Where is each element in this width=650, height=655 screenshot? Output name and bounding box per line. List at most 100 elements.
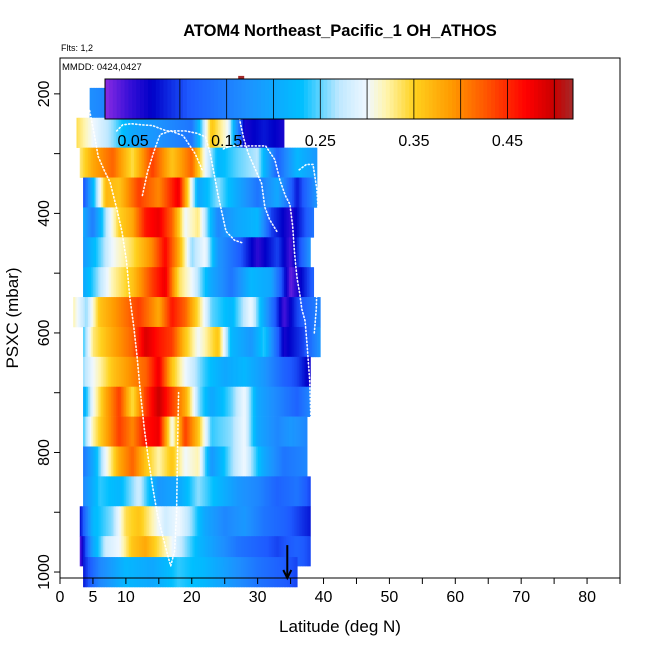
heatmap-cell [109,446,112,477]
heatmap-cell [214,386,217,417]
heatmap-cell [260,386,263,417]
heatmap-cell [122,557,125,588]
heatmap-cell [144,536,147,567]
heatmap-cell [260,326,263,358]
heatmap-cell [160,506,163,537]
heatmap-cell [180,536,183,567]
heatmap-cell [167,506,170,537]
heatmap-cell [101,237,104,268]
heatmap-cell [302,446,305,477]
heatmap-cell [168,326,171,358]
heatmap-cell [208,386,211,417]
heatmap-cell [119,416,122,447]
heatmap-cell [262,416,265,447]
heatmap-cell [88,476,91,507]
heatmap-cell [203,207,206,238]
heatmap-cell [214,356,217,388]
heatmap-cell [302,267,305,298]
heatmap-cell [106,237,109,268]
heatmap-cell [267,536,270,567]
heatmap-cell [89,476,92,507]
heatmap-cell [132,297,135,328]
heatmap-cell [200,207,203,238]
heatmap-cell [188,237,191,268]
heatmap-cell [308,356,311,388]
heatmap-cell [78,297,81,328]
heatmap-cell [247,446,250,477]
heatmap-cell [193,297,196,328]
heatmap-cell [195,147,198,178]
heatmap-cell [242,237,245,268]
heatmap-cell [186,506,189,537]
heatmap-cell [221,117,224,148]
heatmap-cell [92,557,95,588]
heatmap-cell [130,326,133,358]
heatmap-cell [246,446,249,477]
heatmap-cell [84,117,87,148]
heatmap-cell [111,356,114,388]
colorbar-segment [218,79,223,119]
heatmap-cell [101,326,104,358]
heatmap-cell [139,117,142,148]
heatmap-cell [203,267,206,298]
heatmap-cell [101,117,104,148]
heatmap-cell [102,476,105,507]
heatmap-cell [148,536,151,567]
heatmap-cell [193,147,196,178]
heatmap-cell [170,446,173,477]
heatmap-cell [272,177,275,208]
heatmap-cell [224,416,227,447]
heatmap-cell [282,297,285,328]
heatmap-cell [167,207,170,238]
heatmap-cell [246,117,249,148]
heatmap-cell [228,237,231,268]
heatmap-cell [247,416,250,447]
heatmap-cell [280,177,283,208]
heatmap-cell [180,267,183,298]
heatmap-cell [132,117,135,148]
heatmap-cell [242,356,245,388]
heatmap-cell [204,536,207,567]
colorbar-segment [307,79,313,119]
heatmap-cell [259,476,262,507]
heatmap-cell [284,356,287,388]
heatmap-cell [153,476,156,507]
heatmap-cell [284,326,287,358]
heatmap-cell [297,536,300,567]
heatmap-cell [262,386,265,417]
heatmap-cell [239,446,242,477]
heatmap-cell [236,476,239,507]
heatmap-cell [152,416,155,447]
heatmap-cell [157,117,160,148]
heatmap-cell [117,416,120,447]
heatmap-cell [130,476,133,507]
heatmap-cell [83,557,86,588]
heatmap-cell [104,326,107,358]
heatmap-cell [91,326,94,358]
heatmap-cell [176,536,179,567]
heatmap-cell [94,506,97,537]
heatmap-cell [112,237,115,268]
heatmap-cell [308,207,311,238]
heatmap-cell [244,117,247,148]
heatmap-cell [254,446,257,477]
heatmap-cell [195,207,198,238]
heatmap-cell [132,326,135,358]
heatmap-cell [234,117,237,148]
heatmap-cell [297,506,300,537]
heatmap-cell [97,207,100,238]
heatmap-cell [190,506,193,537]
heatmap-cell [102,87,105,119]
heatmap-cell [247,177,250,208]
heatmap-cell [211,177,214,208]
heatmap-cell [214,506,217,537]
heatmap-cell [155,177,158,208]
heatmap-cell [135,446,138,477]
heatmap-cell [155,536,158,567]
heatmap-cell [307,326,310,358]
heatmap-cell [104,117,107,148]
heatmap-cell [272,557,275,588]
colorbar-segment [487,79,492,119]
heatmap-cell [144,267,147,298]
heatmap-cell [185,536,188,567]
